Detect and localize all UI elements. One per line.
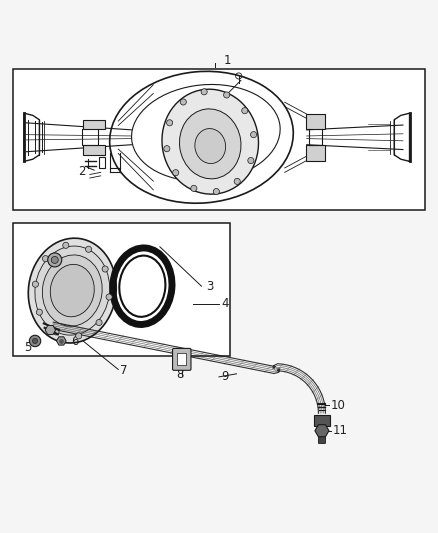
FancyBboxPatch shape [306, 145, 325, 160]
Text: 3: 3 [206, 280, 213, 293]
Circle shape [164, 146, 170, 152]
Ellipse shape [180, 109, 241, 179]
FancyBboxPatch shape [173, 349, 191, 370]
Polygon shape [57, 337, 66, 345]
Text: 7: 7 [120, 364, 128, 377]
Ellipse shape [42, 255, 102, 326]
Ellipse shape [28, 238, 116, 343]
Bar [13, 223, 230, 356]
Ellipse shape [195, 128, 226, 164]
Circle shape [76, 333, 82, 339]
FancyBboxPatch shape [83, 145, 105, 155]
Circle shape [234, 179, 240, 184]
FancyBboxPatch shape [306, 114, 325, 130]
Bar [13, 69, 425, 209]
Ellipse shape [162, 89, 258, 194]
Ellipse shape [35, 246, 110, 335]
Circle shape [201, 88, 207, 95]
Circle shape [106, 294, 112, 300]
Circle shape [96, 319, 102, 326]
Circle shape [53, 329, 59, 335]
Text: 1: 1 [223, 54, 231, 67]
Circle shape [102, 266, 108, 272]
Circle shape [166, 120, 173, 126]
Ellipse shape [119, 256, 166, 317]
Circle shape [36, 309, 42, 315]
Circle shape [51, 256, 58, 263]
FancyBboxPatch shape [314, 415, 330, 426]
Circle shape [223, 92, 230, 98]
FancyBboxPatch shape [83, 120, 105, 130]
Circle shape [248, 157, 254, 164]
Text: 2: 2 [78, 165, 85, 177]
Circle shape [191, 185, 197, 191]
Polygon shape [315, 425, 329, 437]
Text: 5: 5 [24, 341, 31, 353]
Circle shape [29, 335, 41, 346]
Text: 4: 4 [221, 297, 229, 310]
Circle shape [251, 132, 257, 138]
Text: 6: 6 [71, 335, 79, 349]
Polygon shape [45, 326, 56, 335]
Circle shape [242, 108, 248, 114]
Circle shape [48, 253, 62, 267]
Circle shape [173, 169, 179, 176]
FancyBboxPatch shape [318, 437, 325, 443]
Circle shape [63, 242, 69, 248]
Text: 11: 11 [333, 424, 348, 437]
Circle shape [85, 246, 92, 252]
Circle shape [32, 281, 39, 287]
Text: 8: 8 [176, 368, 183, 381]
Text: 10: 10 [331, 399, 346, 412]
Text: 9: 9 [221, 369, 229, 383]
Circle shape [213, 189, 219, 195]
Ellipse shape [50, 264, 94, 317]
FancyBboxPatch shape [177, 353, 186, 366]
Circle shape [180, 99, 186, 105]
Circle shape [32, 338, 38, 344]
Circle shape [42, 256, 49, 262]
